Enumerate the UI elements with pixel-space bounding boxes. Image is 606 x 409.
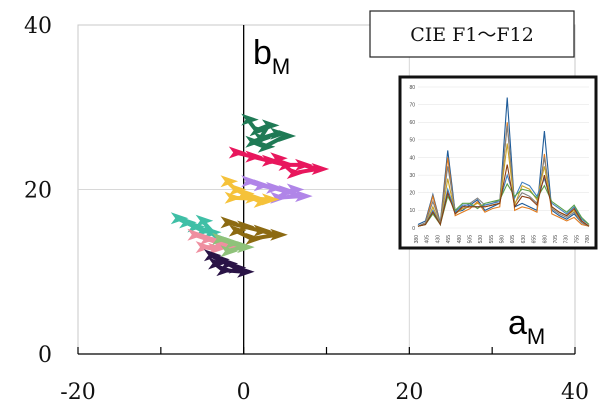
point-s4-6 — [261, 193, 280, 206]
point-s1-5 — [270, 127, 288, 140]
legend-box: CIE F1～F12 — [369, 10, 575, 58]
series-6-segment — [243, 224, 261, 233]
data-points — [170, 113, 330, 278]
point-s2-8 — [270, 152, 288, 165]
point-s7-6 — [208, 242, 226, 255]
inset-series-1 — [417, 97, 590, 227]
inset-x-tick: 680 — [542, 235, 548, 244]
inset-x-tick: 505 — [467, 235, 473, 244]
inset-x-tick: 655 — [532, 235, 538, 244]
x-axis-label: aM — [508, 304, 545, 349]
inset-x-tick: 580 — [500, 235, 506, 244]
series-2-segment — [251, 154, 269, 163]
inset-y-tick: 70 — [409, 102, 415, 108]
x-axis-label-main: a — [508, 304, 527, 342]
inset-x-tick: 480 — [457, 235, 463, 244]
y-tick-label: 40 — [24, 14, 52, 39]
y-tick-label: 0 — [38, 343, 52, 368]
point-s4-7 — [224, 191, 243, 204]
series-2-segment — [234, 150, 253, 159]
point-s8-3 — [237, 241, 255, 254]
inset-y-tick: 30 — [409, 173, 415, 179]
inset-x-tick: 555 — [489, 235, 495, 244]
series-6 — [220, 216, 288, 245]
point-s1-8 — [278, 130, 297, 143]
inset-x-tick: 780 — [585, 235, 591, 244]
series-4 — [220, 175, 280, 208]
tick-labels: -20 0 20 40 0 20 40 — [24, 14, 589, 405]
x-tick-label: 0 — [237, 380, 251, 405]
inset-y-tick: 40 — [409, 155, 415, 161]
series-9 — [203, 249, 255, 278]
series-2 — [228, 146, 330, 180]
inset-series — [417, 97, 590, 227]
inset-y-tick: 20 — [409, 191, 415, 197]
inset-series-7 — [417, 164, 590, 227]
inset-frame — [398, 75, 598, 250]
legend-box-text: CIE F1～F12 — [410, 24, 534, 46]
inset-x-tick: 530 — [478, 235, 484, 244]
inset-y-tick: 0 — [412, 226, 415, 232]
series-1 — [241, 113, 297, 153]
series-3 — [241, 175, 313, 204]
series-6-segment — [226, 220, 245, 229]
inset-x-tick: 755 — [574, 235, 580, 244]
inset-x-tick: 455 — [446, 235, 452, 244]
inset-tick-labels: 0 10 20 30 40 50 60 70 80 380 405 430 455 480 505 530 55… — [409, 85, 591, 244]
y-axis-label: bM — [253, 34, 290, 79]
inset-x-tick: 705 — [553, 235, 559, 244]
point-s9-7 — [208, 257, 226, 270]
inset-y-tick: 60 — [409, 120, 415, 126]
point-s8-4 — [220, 245, 239, 258]
inset-y-tick: 80 — [409, 85, 415, 91]
inset-series-6 — [417, 182, 590, 227]
inset-x-tick: 630 — [521, 235, 527, 244]
inset-series-5 — [417, 173, 590, 227]
inset-x-tick: 380 — [414, 235, 420, 244]
x-tick-label: 40 — [561, 380, 589, 405]
inset-x-tick: 605 — [510, 235, 516, 244]
inset-series-3 — [417, 125, 590, 227]
point-s6-4 — [270, 228, 288, 241]
inset-y-tick: 50 — [409, 138, 415, 144]
inset-chart: 0 10 20 30 40 50 60 70 80 380 405 430 455 480 505 530 55… — [398, 75, 598, 250]
x-tick-label: -20 — [60, 380, 95, 405]
point-s9-5 — [237, 265, 255, 278]
point-s5-7 — [195, 214, 214, 227]
y-axis-label-sub: M — [272, 54, 290, 79]
x-tick-label: 20 — [395, 380, 423, 405]
point-s3-7 — [286, 183, 305, 196]
x-axis-label-sub: M — [527, 324, 545, 349]
y-tick-label: 20 — [24, 179, 52, 204]
inset-x-tick: 730 — [564, 235, 570, 244]
point-s2-6 — [311, 162, 330, 175]
y-axis-label-main: b — [253, 34, 272, 72]
point-s3-5 — [295, 190, 313, 203]
point-s6-6 — [228, 224, 247, 237]
inset-y-tick: 10 — [409, 208, 415, 214]
inset-x-tick: 405 — [425, 235, 431, 244]
inset-x-tick: 430 — [435, 235, 441, 244]
series-8 — [212, 232, 255, 258]
